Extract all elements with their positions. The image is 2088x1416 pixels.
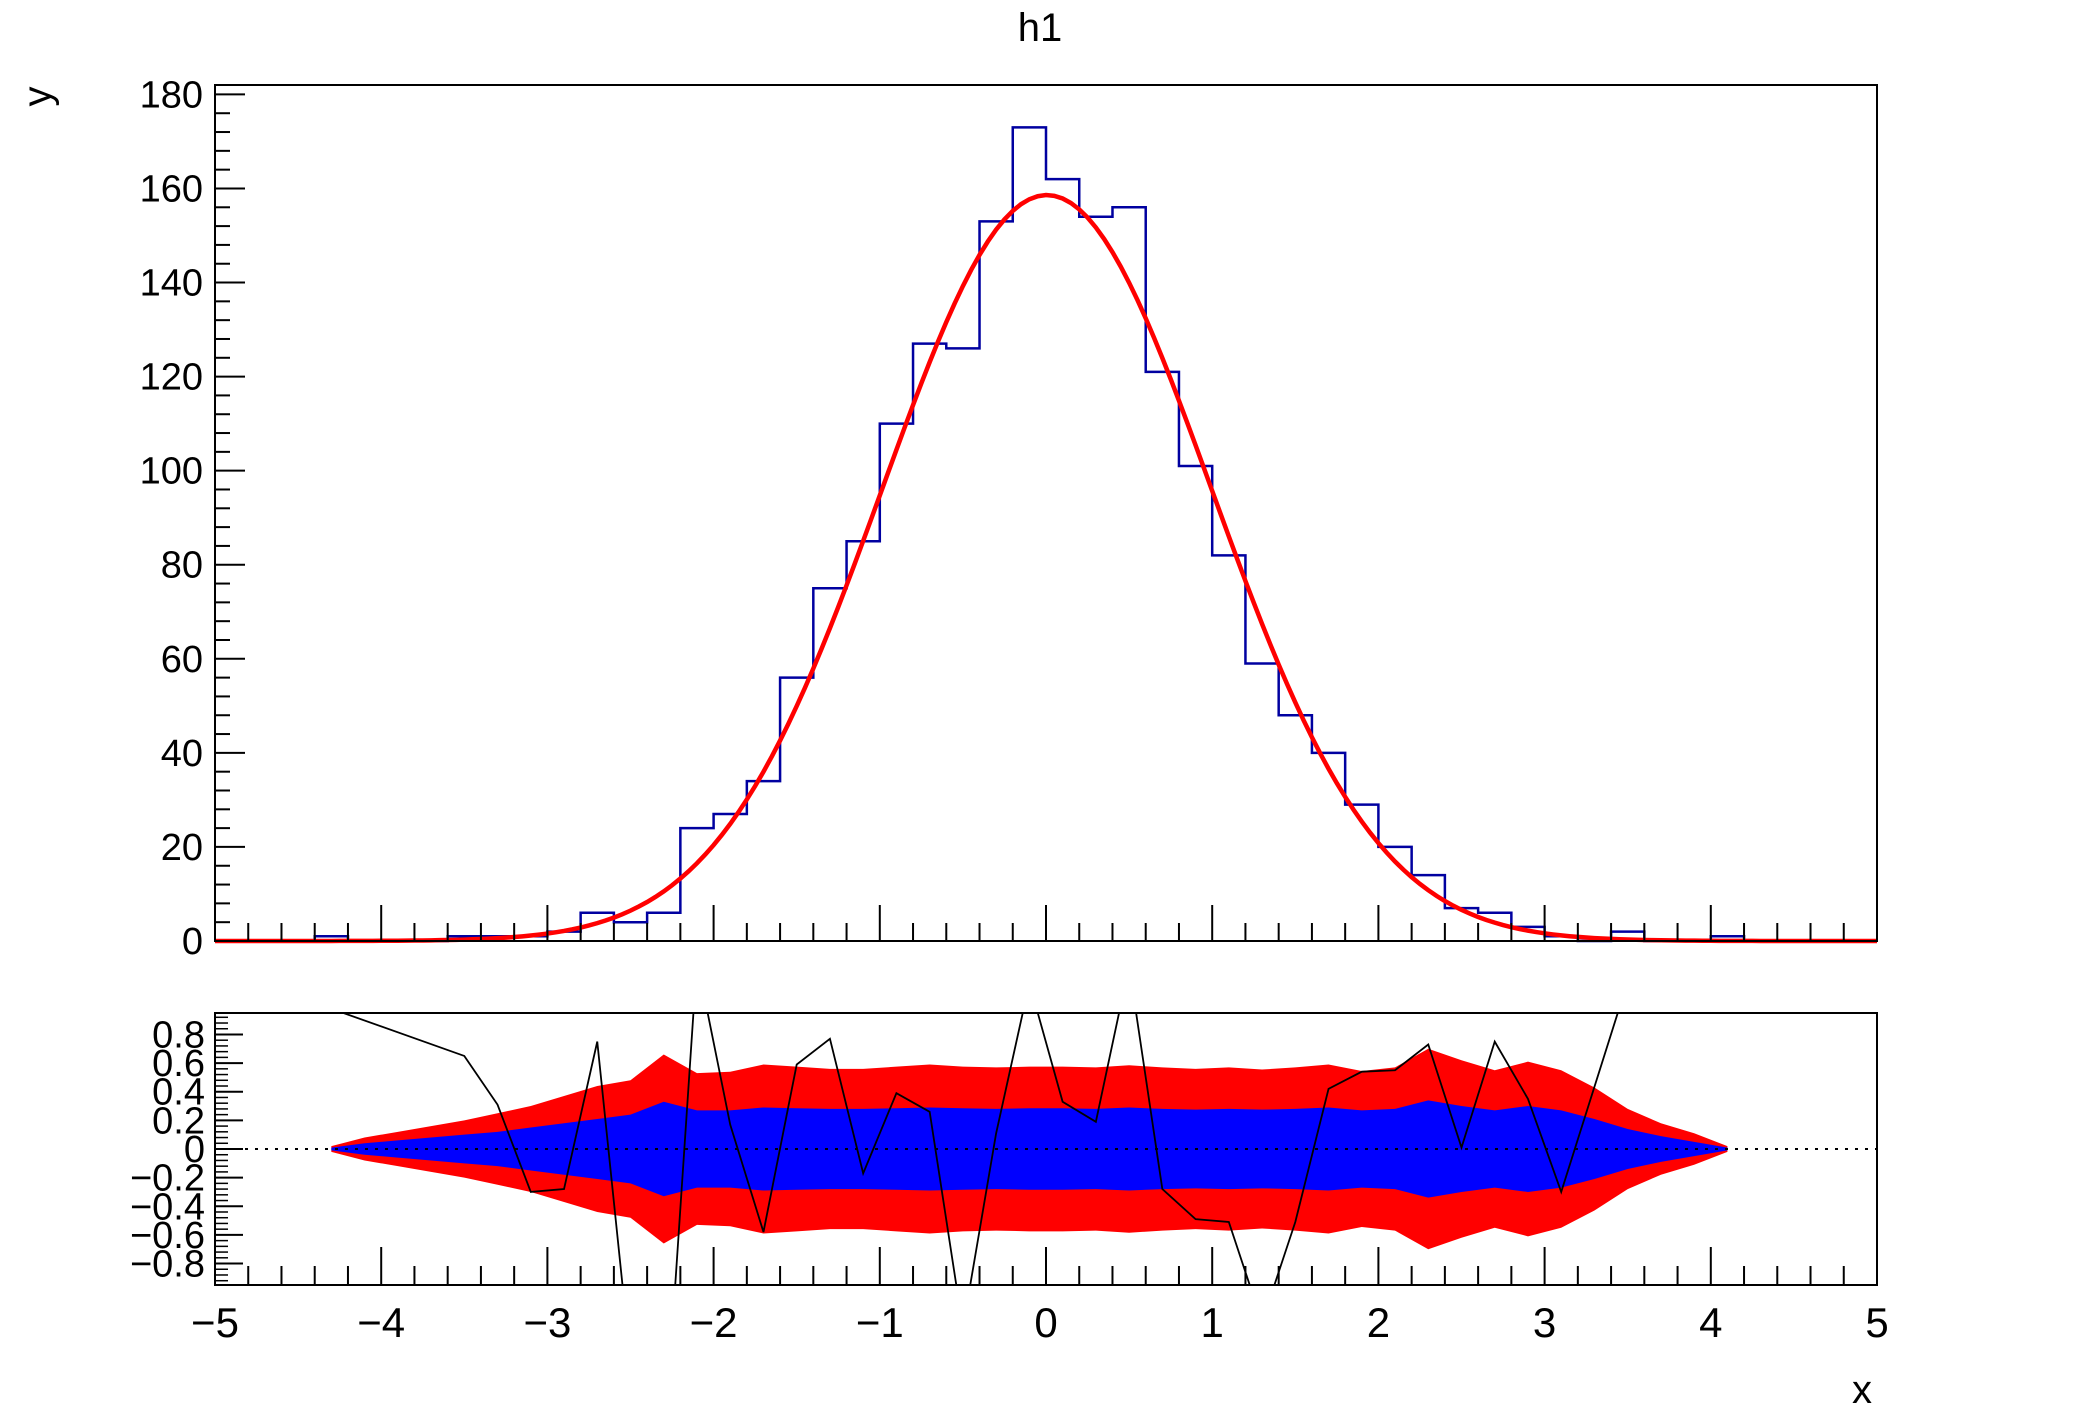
x-tick-label: 4 — [1699, 1299, 1722, 1346]
fit-curve — [215, 192, 1877, 944]
y-tick-label: 140 — [140, 263, 203, 305]
y-tick-label: 20 — [161, 827, 203, 869]
upper-pad: 0 20 40 60 80 100 120 140 160 180 — [140, 74, 1878, 963]
x-tick-label: −4 — [357, 1299, 405, 1346]
residual-graph — [340, 1013, 1619, 1285]
histogram-series — [215, 126, 1877, 943]
lower-pad: 0.80.60.40.20−0.2−0.4−0.6−0.8−5 −4 −3 −2 −1 0… — [130, 1012, 1889, 1346]
upper-frame — [214, 84, 1878, 942]
x-tick-label: −5 — [191, 1299, 239, 1346]
x-tick-label: 1 — [1201, 1299, 1224, 1346]
confidence-band-1sigma — [331, 1100, 1728, 1198]
x-tick-label: 0 — [1034, 1299, 1057, 1346]
x-axis-title: x — [1852, 1368, 1872, 1412]
y-tick-label: 160 — [140, 168, 203, 210]
y-tick-label: 80 — [161, 545, 203, 587]
y-tick-label: −0.2 — [130, 1158, 205, 1200]
x-tick-label: 5 — [1865, 1299, 1888, 1346]
y-tick-label: 0.8 — [152, 1014, 205, 1056]
y-tick-label: 180 — [140, 74, 203, 116]
y-tick-label: 100 — [140, 451, 203, 493]
y-tick-label: 60 — [161, 639, 203, 681]
plot-title: h1 — [1017, 6, 1063, 50]
lower-x-axis: −5 −4 −3 −2 −1 0 1 2 3 4 5 — [191, 1247, 1889, 1346]
y-tick-label: 40 — [161, 733, 203, 775]
lower-y-axis: 0.80.60.40.20−0.2−0.4−0.6−0.8 — [130, 1014, 243, 1286]
y-tick-label: −0.4 — [130, 1186, 205, 1228]
y-tick-label: 120 — [140, 357, 203, 399]
x-tick-label: 3 — [1533, 1299, 1556, 1346]
x-tick-label: 2 — [1367, 1299, 1390, 1346]
x-tick-label: −3 — [523, 1299, 571, 1346]
y-tick-label: 0.4 — [152, 1072, 205, 1114]
x-tick-label: −2 — [690, 1299, 738, 1346]
y-tick-label: 0.6 — [152, 1043, 205, 1085]
y-tick-label: −0.6 — [130, 1215, 205, 1257]
y-tick-label: 0.2 — [152, 1100, 205, 1142]
upper-y-axis: 0 20 40 60 80 100 120 140 160 180 — [140, 74, 245, 963]
y-tick-label: 0 — [182, 921, 203, 963]
y-tick-label: 0 — [184, 1129, 205, 1171]
y-tick-label: −0.8 — [130, 1244, 205, 1286]
upper-x-axis — [214, 905, 1878, 941]
y-axis-title: y — [15, 86, 60, 107]
x-tick-label: −1 — [856, 1299, 904, 1346]
